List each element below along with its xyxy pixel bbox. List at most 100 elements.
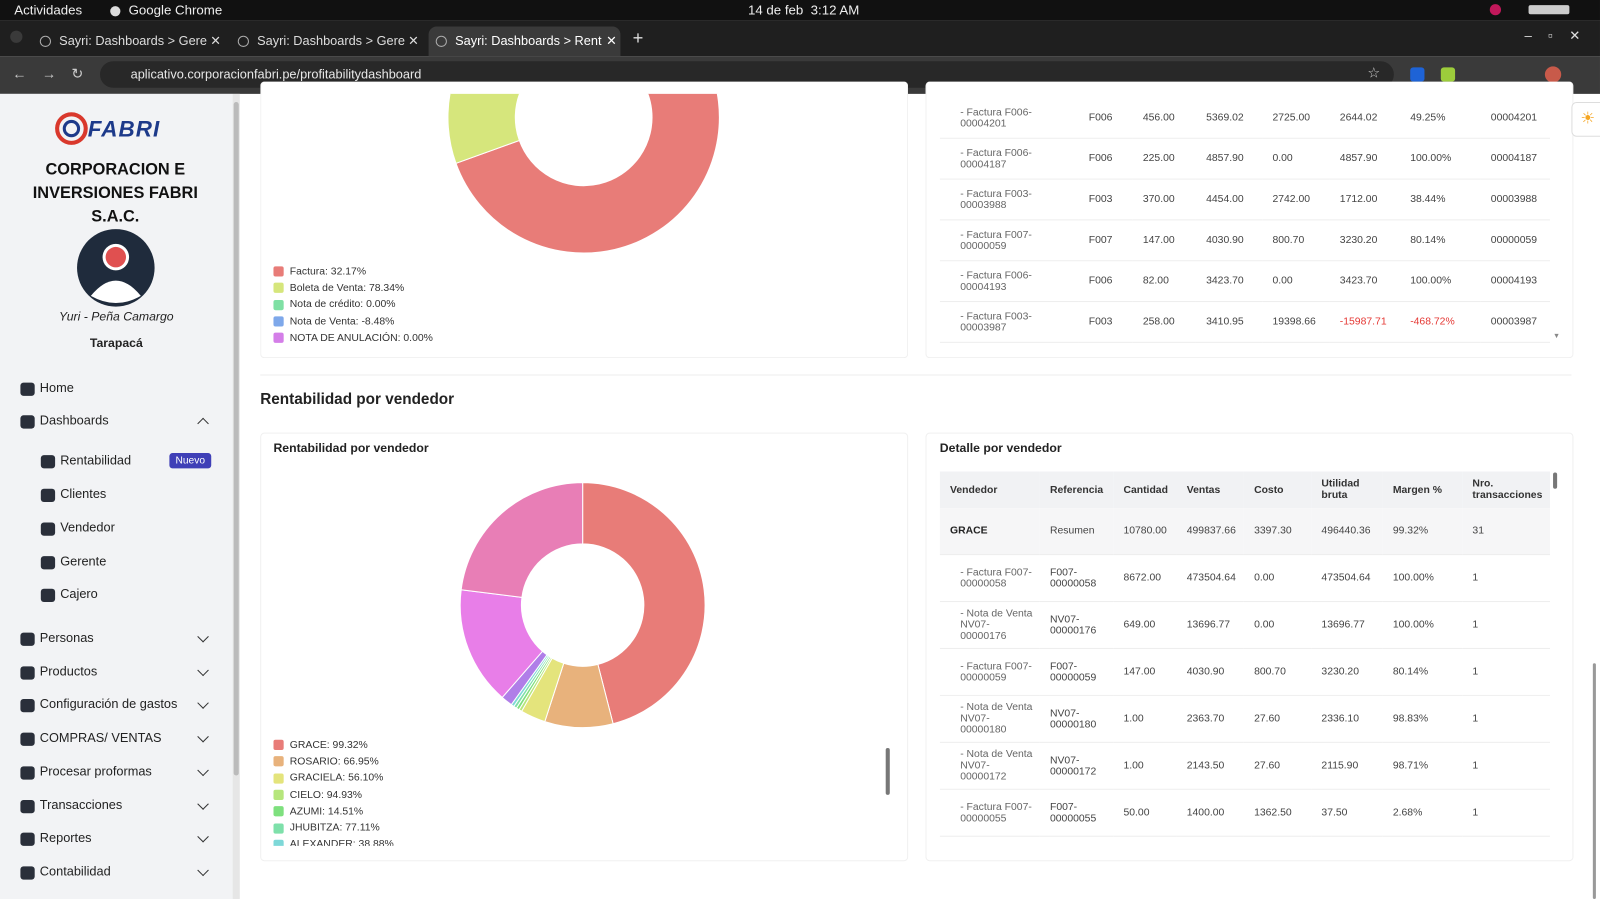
submenu-item[interactable]: Rentabilidad (60, 453, 132, 468)
menu-item[interactable]: Contabilidad (39, 864, 111, 879)
profile[interactable] (1544, 66, 1562, 83)
legend-item[interactable]: ROSARIO: 66.95% (273, 753, 844, 770)
expand-chevron[interactable] (197, 630, 209, 643)
table-cell: 147.00 (1113, 648, 1177, 696)
tab[interactable]: Sayri: Dashboards > Gere ✕ (33, 27, 225, 57)
table-cell: 98.71% (1382, 742, 1463, 790)
submenu-item[interactable]: Vendedor (60, 520, 115, 535)
table-cell: 473504.64 (1176, 554, 1244, 603)
expand-chevron[interactable] (197, 864, 209, 877)
table-row: - Factura F007-00000058 F007-00000058 8672… (939, 554, 1550, 603)
donut-slice[interactable] (447, 93, 521, 164)
menu-item[interactable]: COMPRAS/ VENTAS (39, 730, 162, 745)
expand-chevron[interactable] (197, 831, 209, 843)
table-cell: 1 (1462, 601, 1550, 649)
nav-buttons[interactable]: ←→↻ (12, 65, 99, 82)
menu-item[interactable]: Home (39, 380, 74, 395)
donut-slice[interactable] (460, 482, 584, 598)
activities[interactable]: Actividades (14, 2, 83, 18)
expand-chevron[interactable] (197, 797, 209, 810)
collapse-chevron[interactable] (197, 417, 209, 430)
table-cell: 2644.02 (1329, 97, 1400, 139)
extension[interactable] (1410, 67, 1425, 82)
table-cell: 147.00 (1132, 219, 1196, 262)
sidebar-scrollbar[interactable] (232, 93, 240, 899)
header-cell[interactable]: Vendedor (939, 471, 1040, 509)
menu-item[interactable]: Productos (39, 663, 98, 679)
app-name[interactable]: Google Chrome (128, 2, 223, 18)
menu-item[interactable]: Configuración de gastos (39, 697, 178, 712)
expand-chevron[interactable] (197, 731, 209, 743)
tab-close[interactable]: ✕ (408, 33, 419, 48)
logo-icon (55, 112, 88, 145)
legend-item[interactable]: Nota de crédito: 0.00% (273, 297, 432, 314)
expand-chevron[interactable] (197, 764, 209, 776)
table-row: - Factura F007-F007-30.00909.00864.0045.… (939, 836, 1550, 847)
menu-item[interactable]: Transacciones (39, 797, 123, 812)
table-cell: - Nota de Venta NV07-00000180 (939, 695, 1040, 743)
extension[interactable] (1440, 67, 1456, 82)
page-scrollbar[interactable] (1592, 663, 1596, 899)
legend-item[interactable]: GRACE: 99.32% (273, 737, 844, 754)
legend-label: Nota de crédito: 0.00% (289, 299, 396, 311)
status-icon[interactable] (1489, 4, 1502, 16)
donut-slice[interactable] (455, 93, 720, 254)
tab-favicon (237, 35, 249, 47)
table-cell: 19398.66 (1262, 301, 1330, 343)
header-cell[interactable]: Utilidad bruta (1311, 471, 1383, 509)
system-icons[interactable] (1528, 5, 1570, 15)
bookmark-star[interactable]: ☆ (1367, 64, 1381, 81)
table-cell: 2143.50 (1176, 742, 1244, 790)
window-controls[interactable]: –▫✕ (1524, 27, 1597, 43)
datetime[interactable]: 14 de feb 3:12 AM (747, 2, 860, 18)
expand-chevron[interactable] (197, 697, 209, 710)
menu-icon (40, 455, 56, 469)
legend-item[interactable]: Nota de Venta: -8.48% (273, 313, 432, 330)
legend-item[interactable]: NOTA DE ANULACIÓN: 0.00% (273, 330, 433, 347)
table-cell: 5369.02 (1195, 97, 1263, 139)
tab-close[interactable]: ✕ (602, 26, 621, 57)
table-cell: 2.68% (1382, 789, 1463, 837)
tab-close[interactable]: ✕ (210, 33, 221, 48)
legend-item[interactable]: AZUMI: 14.51% (273, 803, 844, 820)
table-cell: 1400.00 (1176, 789, 1244, 837)
menu-item[interactable]: Reportes (39, 830, 92, 846)
header-cell[interactable]: Ventas (1176, 471, 1244, 509)
legend-item[interactable]: JHUBITZA: 77.11% (273, 820, 844, 837)
expand-chevron[interactable] (197, 664, 209, 676)
table-row: - Factura F006-00004187 F006 225.00 4857.90… (939, 138, 1550, 180)
table-cell: 00003988 (1480, 179, 1550, 221)
tab[interactable]: Sayri: Dashboards > Rent ✕ (428, 26, 621, 57)
header-cell[interactable]: Costo (1243, 471, 1312, 509)
legend-item[interactable]: Factura: 32.17% (273, 263, 432, 280)
header-cell[interactable]: Nro. transacciones (1462, 471, 1550, 509)
menu-item[interactable]: Procesar proformas (39, 764, 152, 779)
submenu-item[interactable]: Gerente (60, 554, 107, 569)
legend-item[interactable]: CIELO: 94.93% (273, 787, 844, 804)
legend-item[interactable]: ALEXANDER: 38.88% (273, 837, 844, 846)
header-cell[interactable]: Referencia (1039, 471, 1114, 509)
theme-toggle[interactable]: ☀ (1571, 102, 1600, 137)
header-cell[interactable]: Margen % (1382, 471, 1463, 509)
table-cell: 2725.00 (1262, 97, 1330, 139)
tab-list-button[interactable] (10, 30, 23, 43)
menu-item[interactable]: Personas (39, 630, 94, 645)
header-cell[interactable]: Cantidad (1113, 471, 1177, 509)
submenu-item[interactable]: Cajero (60, 586, 98, 602)
table-cell: 3397.30 (1243, 508, 1312, 556)
submenu-item[interactable]: Clientes (60, 486, 107, 502)
scroll-thumb[interactable] (233, 102, 239, 776)
menu-item[interactable]: Dashboards (39, 413, 109, 428)
table-row: - Nota de Venta NV07-00000180 NV07-000001… (939, 695, 1550, 743)
new-tab[interactable]: + (632, 27, 644, 48)
legend-scrollbar[interactable] (885, 747, 890, 795)
scroll-arrow[interactable]: ▼ (1553, 332, 1561, 340)
legend-swatch (273, 839, 284, 846)
legend-item[interactable]: GRACIELA: 56.10% (273, 770, 844, 787)
table-cell: 2363.70 (1176, 695, 1244, 743)
tab[interactable]: Sayri: Dashboards > Gere ✕ (231, 27, 423, 57)
legend-item[interactable]: Boleta de Venta: 78.34% (273, 280, 432, 297)
table-scrollbar[interactable] (1553, 472, 1558, 489)
donut-slice[interactable] (582, 482, 706, 725)
table-cell: 13696.77 (1311, 601, 1383, 649)
